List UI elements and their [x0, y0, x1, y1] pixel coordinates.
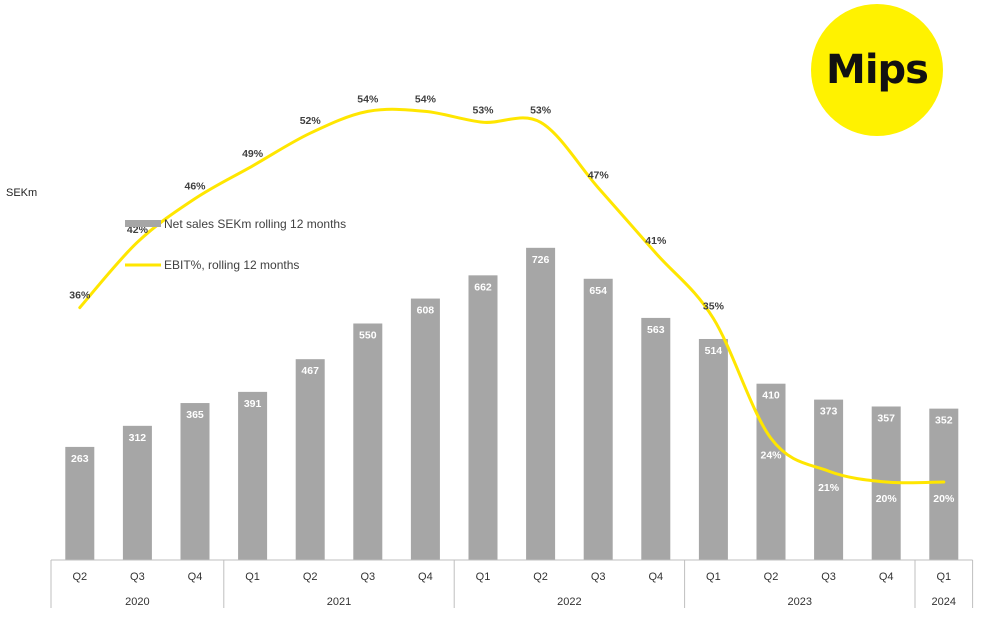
- ebit-value-label-4: 52%: [300, 115, 322, 127]
- bar-value-label-4: 467: [301, 365, 319, 377]
- bar-13: [814, 399, 844, 560]
- ebit-value-label-14: 20%: [876, 493, 898, 505]
- x-tick-label-14: Q4: [879, 571, 894, 583]
- bar-value-label-15: 352: [935, 415, 953, 427]
- bar-5: [353, 323, 383, 560]
- bar-value-label-6: 608: [417, 305, 435, 317]
- x-tick-label-4: Q2: [303, 571, 318, 583]
- bar-value-label-7: 662: [474, 281, 492, 293]
- x-tick-label-6: Q4: [418, 571, 433, 583]
- bar-value-label-14: 357: [877, 412, 895, 424]
- bar-11: [698, 338, 728, 560]
- bar-7: [468, 275, 498, 560]
- ebit-value-label-15: 20%: [933, 493, 955, 505]
- bar-2: [180, 403, 210, 560]
- year-label-2020: 2020: [125, 596, 149, 608]
- y-unit-label: SEKm: [6, 187, 38, 199]
- bar-value-label-3: 391: [244, 398, 262, 410]
- ebit-value-label-12: 24%: [760, 449, 782, 461]
- legend-bar-swatch: [125, 220, 161, 227]
- bar-4: [295, 359, 325, 560]
- ebit-value-label-6: 54%: [415, 93, 437, 105]
- x-tick-label-10: Q4: [648, 571, 663, 583]
- bar-15: [929, 408, 959, 560]
- bar-3: [238, 391, 268, 560]
- bar-6: [410, 298, 440, 560]
- bar-value-label-9: 654: [589, 285, 607, 297]
- bar-value-label-8: 726: [532, 254, 550, 266]
- legend-line-label: EBIT%, rolling 12 months: [164, 258, 299, 272]
- bar-value-label-5: 550: [359, 330, 377, 342]
- x-tick-label-7: Q1: [476, 571, 491, 583]
- x-tick-label-5: Q3: [360, 571, 375, 583]
- mips-logo: Mips: [811, 4, 943, 136]
- x-tick-label-13: Q3: [821, 571, 836, 583]
- ebit-value-label-0: 36%: [69, 290, 91, 302]
- x-tick-label-2: Q4: [188, 571, 203, 583]
- year-label-2023: 2023: [788, 596, 812, 608]
- bar-1: [122, 425, 152, 560]
- bar-value-label-0: 263: [71, 453, 89, 465]
- bar-value-label-1: 312: [129, 432, 147, 444]
- legend-bar-label: Net sales SEKm rolling 12 months: [164, 217, 346, 231]
- year-label-2021: 2021: [327, 596, 351, 608]
- ebit-value-label-9: 47%: [588, 170, 610, 182]
- x-tick-label-11: Q1: [706, 571, 721, 583]
- ebit-value-label-11: 35%: [703, 301, 725, 313]
- bar-value-label-12: 410: [762, 390, 780, 402]
- x-tick-label-15: Q1: [936, 571, 951, 583]
- x-tick-label-1: Q3: [130, 571, 145, 583]
- bar-0: [65, 446, 95, 560]
- x-tick-label-9: Q3: [591, 571, 606, 583]
- ebit-value-label-10: 41%: [645, 235, 667, 247]
- x-tick-label-8: Q2: [533, 571, 548, 583]
- x-tick-label-3: Q1: [245, 571, 260, 583]
- bar-9: [583, 278, 613, 560]
- x-tick-label-0: Q2: [72, 571, 87, 583]
- ebit-value-label-1: 42%: [127, 224, 149, 236]
- bar-value-label-11: 514: [705, 345, 723, 357]
- ebit-value-label-8: 53%: [530, 104, 552, 116]
- year-label-2022: 2022: [557, 596, 581, 608]
- bar-value-label-2: 365: [186, 409, 204, 421]
- bar-value-label-10: 563: [647, 324, 665, 336]
- ebit-value-label-5: 54%: [357, 93, 379, 105]
- bar-10: [641, 317, 671, 560]
- year-label-2024: 2024: [932, 596, 956, 608]
- ebit-line: [78, 107, 946, 485]
- bar-8: [526, 247, 556, 560]
- ebit-value-label-3: 49%: [242, 148, 264, 160]
- bar-12: [756, 383, 786, 560]
- ebit-value-label-7: 53%: [472, 104, 494, 116]
- bar-value-label-13: 373: [820, 406, 838, 418]
- logo-text: Mips: [826, 47, 929, 93]
- ebit-value-label-2: 46%: [184, 181, 206, 193]
- x-tick-label-12: Q2: [764, 571, 779, 583]
- ebit-value-label-13: 21%: [818, 482, 840, 494]
